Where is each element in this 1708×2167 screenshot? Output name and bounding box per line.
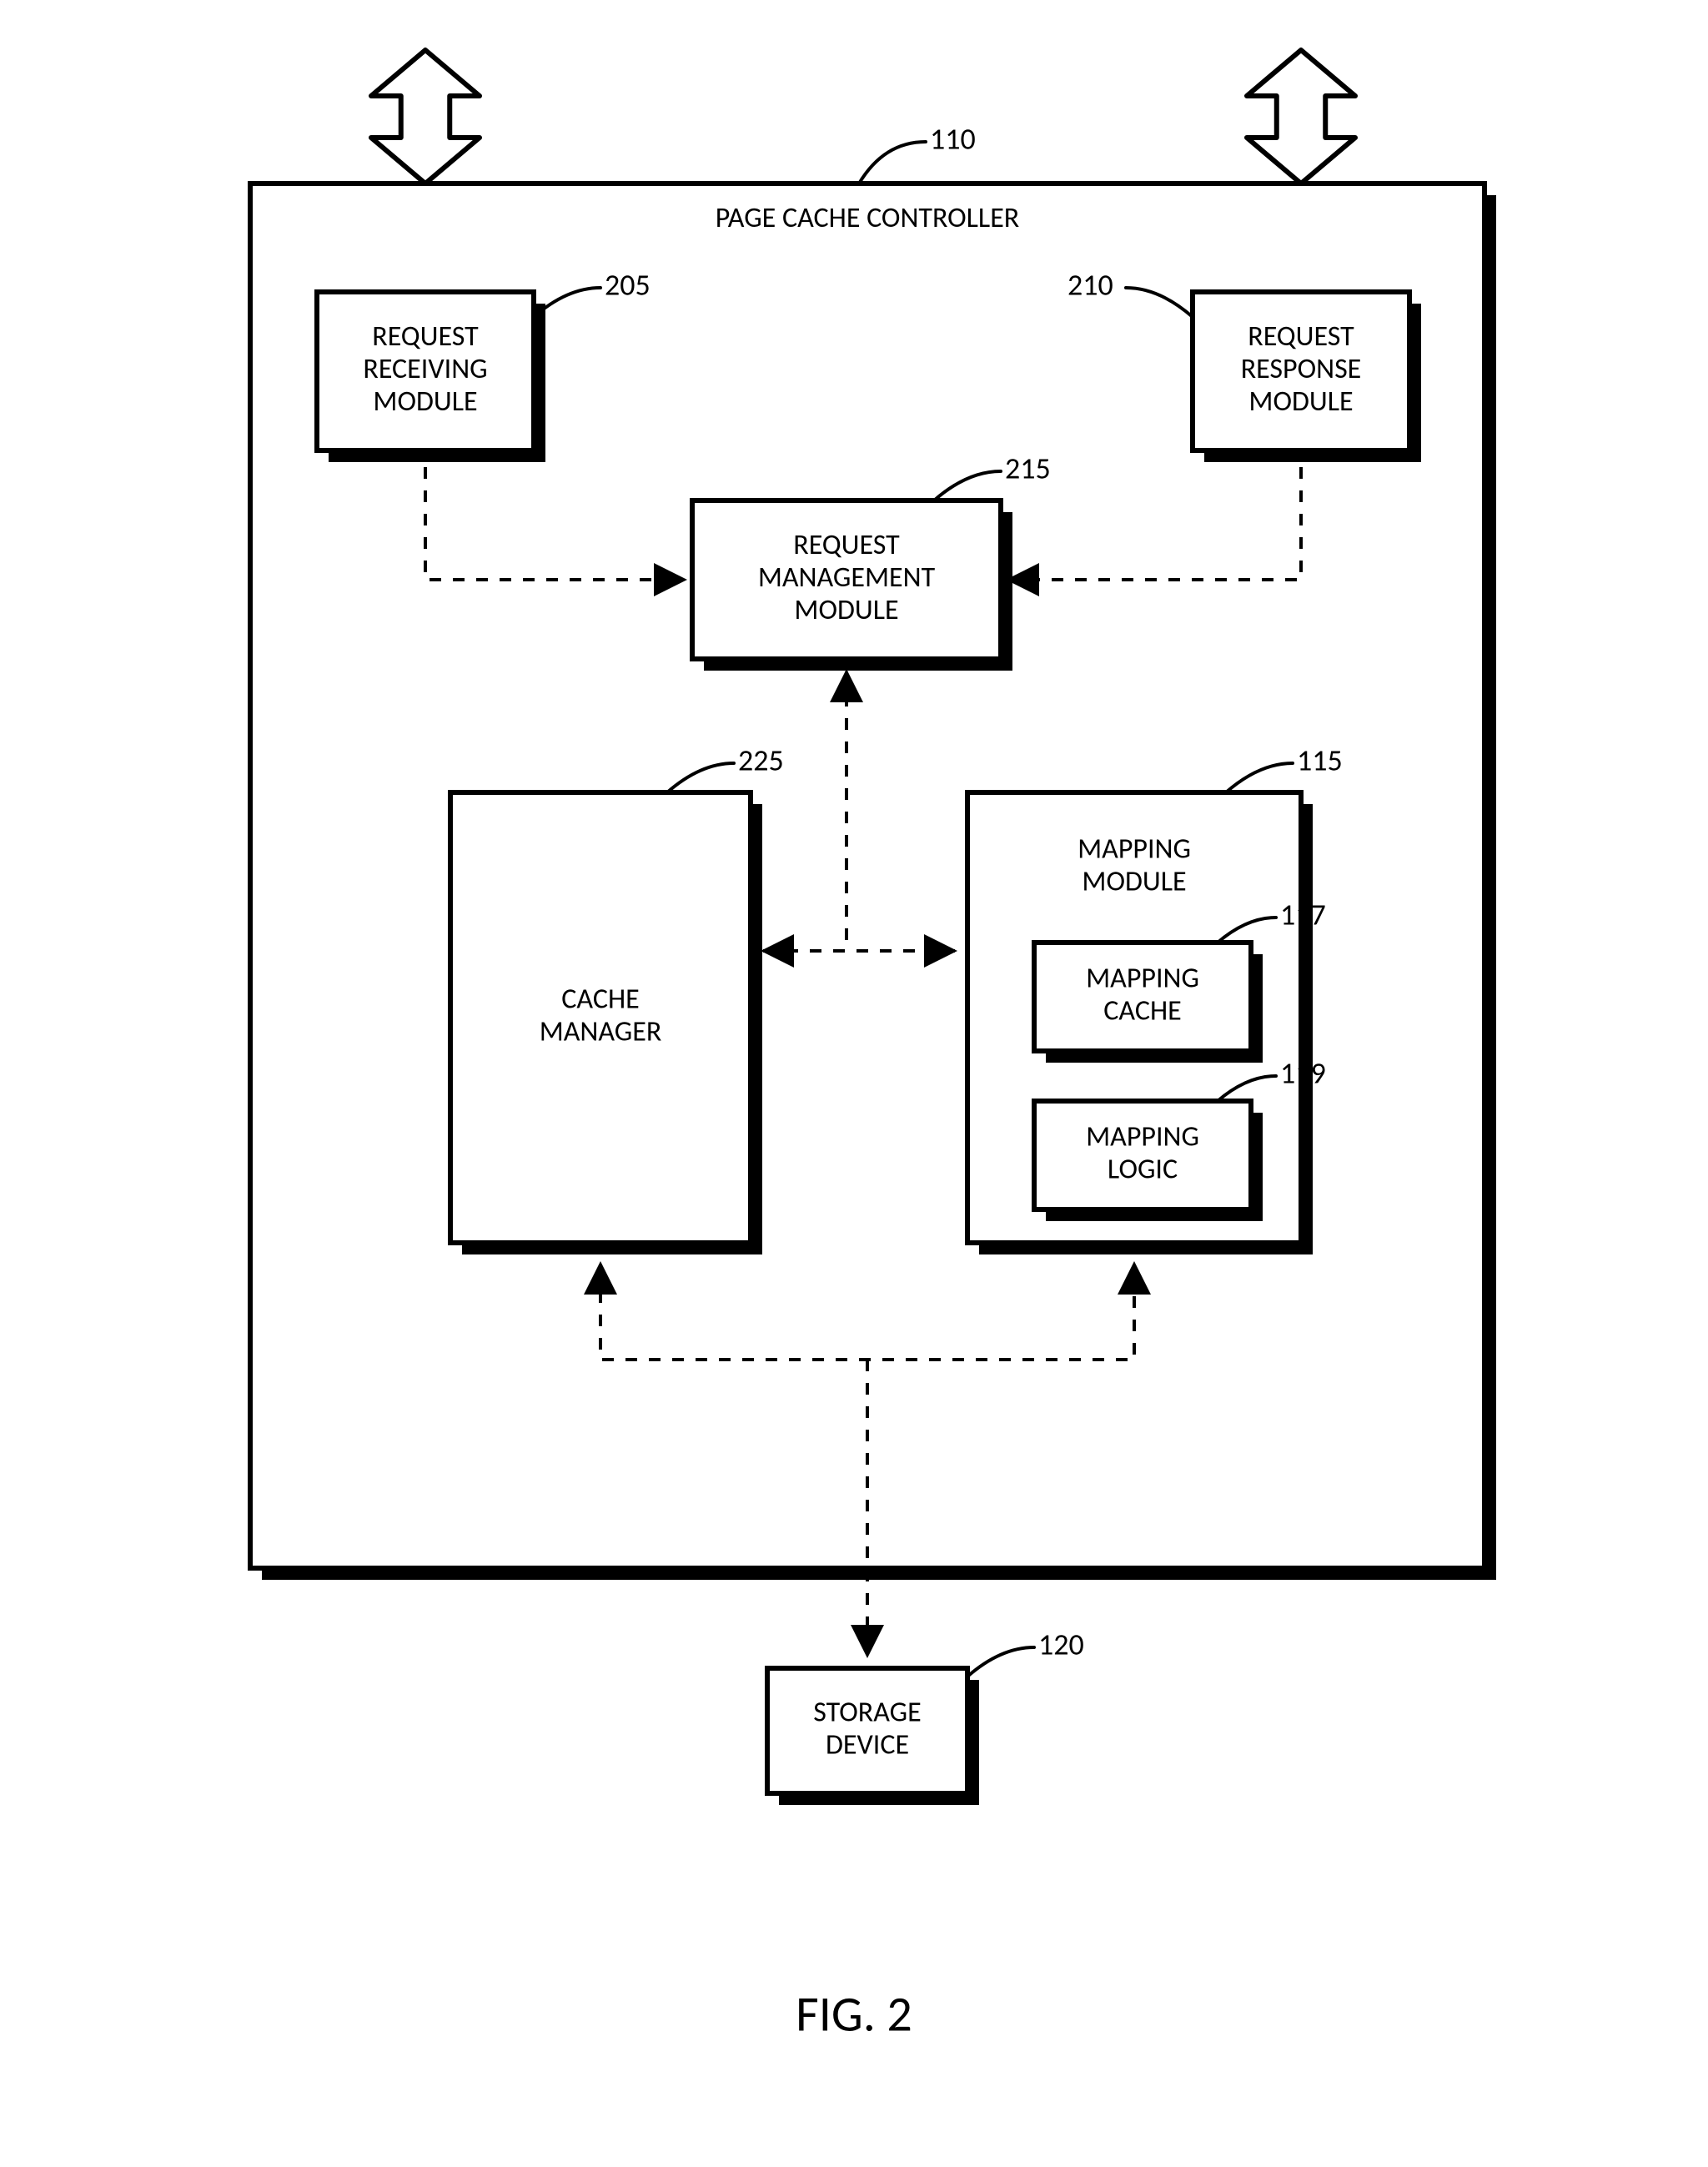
ref-label-110: 110 bbox=[930, 121, 976, 158]
node-map_mod-label-0: MAPPING bbox=[1078, 832, 1191, 867]
node-req_recv-label-2: MODULE bbox=[373, 385, 477, 419]
node-req_mgmt-label-1: MANAGEMENT bbox=[758, 561, 936, 595]
node-map_logic-label-0: MAPPING bbox=[1086, 1120, 1199, 1154]
node-map_logic: MAPPINGLOGIC bbox=[1034, 1101, 1263, 1221]
node-req_mgmt-label-2: MODULE bbox=[794, 593, 898, 627]
node-req_resp-label-1: RESPONSE bbox=[1241, 352, 1362, 386]
node-req_resp-label-2: MODULE bbox=[1248, 385, 1353, 419]
ref-leader-110: 110 bbox=[859, 121, 976, 184]
node-req_recv-label-0: REQUEST bbox=[372, 319, 479, 354]
ref-label-215: 215 bbox=[1005, 450, 1051, 487]
container-title: PAGE CACHE CONTROLLER bbox=[716, 201, 1020, 235]
figure-label: FIG. 2 bbox=[796, 1983, 912, 2044]
node-map_logic-label-1: LOGIC bbox=[1108, 1153, 1178, 1187]
node-cache_mgr-label-1: MANAGER bbox=[540, 1015, 662, 1049]
node-map_mod-label-1: MODULE bbox=[1082, 865, 1186, 899]
ref-label-120: 120 bbox=[1038, 1627, 1084, 1663]
ref-label-115: 115 bbox=[1297, 742, 1343, 779]
node-storage-label-0: STORAGE bbox=[813, 1696, 921, 1730]
ref-label-117: 117 bbox=[1280, 897, 1326, 933]
node-req_resp: REQUESTRESPONSEMODULE bbox=[1193, 292, 1421, 462]
node-req_mgmt: REQUESTMANAGEMENTMODULE bbox=[692, 500, 1012, 671]
node-map_cache-label-1: CACHE bbox=[1103, 994, 1181, 1028]
node-storage: STORAGEDEVICE bbox=[767, 1668, 979, 1805]
io-arrow-0 bbox=[371, 50, 480, 184]
node-req_recv: REQUESTRECEIVINGMODULE bbox=[317, 292, 545, 462]
node-cache_mgr: CACHEMANAGER bbox=[450, 792, 762, 1254]
node-map_cache-label-0: MAPPING bbox=[1086, 962, 1199, 996]
node-req_recv-label-1: RECEIVING bbox=[363, 352, 487, 386]
node-cache_mgr-label-0: CACHE bbox=[561, 983, 639, 1017]
ref-leader-120: 120 bbox=[967, 1627, 1084, 1677]
ref-label-210: 210 bbox=[1068, 267, 1113, 304]
io-arrow-1 bbox=[1247, 50, 1355, 184]
node-map_cache: MAPPINGCACHE bbox=[1034, 943, 1263, 1063]
node-req_resp-label-0: REQUEST bbox=[1248, 319, 1354, 354]
ref-label-225: 225 bbox=[738, 742, 784, 779]
ref-label-119: 119 bbox=[1280, 1055, 1326, 1092]
node-storage-label-1: DEVICE bbox=[826, 1728, 909, 1762]
node-req_mgmt-label-0: REQUEST bbox=[793, 528, 900, 562]
ref-label-205: 205 bbox=[605, 267, 651, 304]
